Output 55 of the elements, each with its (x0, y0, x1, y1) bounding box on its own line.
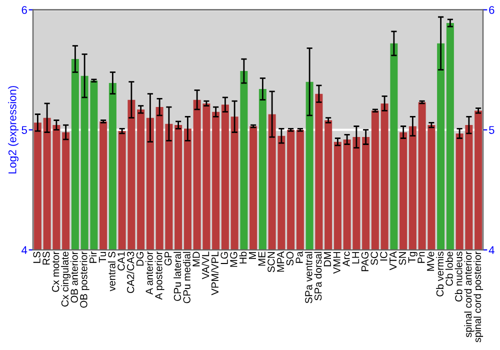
x-tick-label: GP (164, 252, 172, 266)
x-tick-label: DG (136, 252, 144, 266)
x-tick-label: MG (230, 252, 238, 267)
x-tick-label: spinal cord posterior (474, 251, 484, 342)
y2-tick-label: 6 (489, 6, 494, 14)
x-tick-label: A posterior (154, 251, 164, 300)
x-tick-label: MVe (427, 252, 434, 271)
x-tick-label: VA/VL (202, 252, 210, 280)
x-tick-label: Cx cingulate (61, 252, 71, 307)
x-tick-label: Pir (89, 251, 97, 263)
x-tick-label: RS (42, 252, 50, 265)
x-tick-label: LS (33, 252, 40, 263)
x-tick-label: Cb nucleus (454, 252, 462, 302)
x-tick-label: Tu (98, 252, 106, 263)
x-tick-label: ventral S (108, 252, 116, 292)
x-tick-label: Cb lobe (445, 252, 453, 286)
x-tick-label: SN (398, 252, 406, 265)
x-tick-label: VMH (333, 252, 340, 274)
x-tick-label: MPA (277, 251, 284, 272)
x-tick-label: SPa ventral (304, 252, 312, 304)
y-tick-label: 4 (22, 246, 28, 254)
y-axis-title: Log2 (expression) (8, 86, 18, 174)
x-tick-label: IC (380, 252, 388, 260)
x-tick-label: SCN (268, 252, 275, 272)
x-tick-label: LH (352, 252, 360, 264)
x-tick-label: SPa dorsal (314, 252, 322, 300)
x-tick-label: Pa (296, 251, 303, 263)
x-tick-label: spinal cord anterior (464, 251, 474, 338)
x-tick-label: Pn (418, 252, 425, 263)
x-tick-label: M (248, 252, 256, 259)
x-tick-label: Arc (342, 252, 350, 266)
x-tick-label: VTA (390, 251, 397, 270)
x-tick-label: Hb (239, 252, 247, 264)
x-tick-label: PAG (361, 252, 369, 272)
x-tick-label: Cb vermis (436, 252, 444, 296)
x-tick-label: A anterior (145, 251, 153, 295)
x-tick-label: VPM/VPL (211, 252, 219, 296)
x-tick-label: ME (258, 252, 266, 266)
y-tick-label: 5 (22, 126, 27, 134)
x-tick-label: SC (370, 252, 378, 265)
y-tick-label: 6 (22, 6, 27, 14)
x-tick-label: OB posterior (80, 251, 90, 308)
x-tick-label: DM (324, 252, 331, 266)
x-tick-label: OB anterior (70, 251, 78, 303)
x-tick-label: CA1 (118, 252, 125, 270)
x-tick-label: Cx motor (52, 251, 60, 292)
y2-tick-label: 5 (489, 126, 494, 134)
y2-tick-label: 4 (488, 246, 494, 254)
x-tick-label: MD (192, 252, 200, 266)
x-tick-label: CA2/CA3 (126, 252, 134, 294)
x-tick-label: LG (220, 252, 228, 264)
x-tick-label: SO (286, 252, 294, 266)
x-tick-label: CPu medial (182, 252, 190, 304)
x-tick-label: Tg (408, 252, 418, 263)
x-tick-label: CPu lateral (174, 252, 182, 301)
